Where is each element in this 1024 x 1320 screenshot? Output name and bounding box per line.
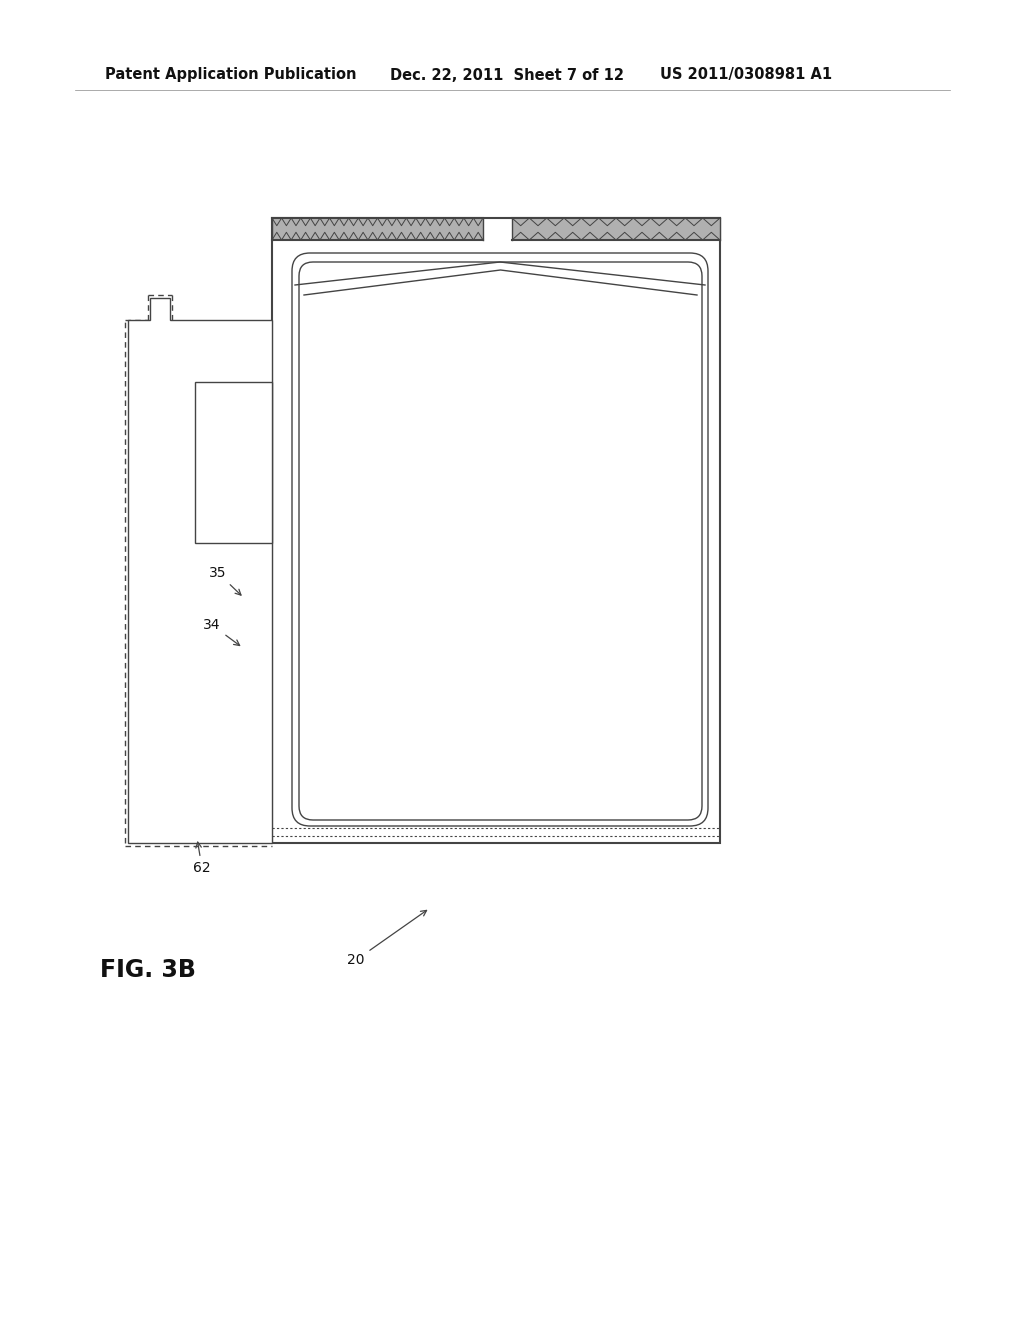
- Bar: [512, 218, 720, 240]
- Text: Patent Application Publication: Patent Application Publication: [105, 67, 356, 82]
- Bar: [272, 218, 720, 843]
- Text: 62: 62: [194, 842, 211, 875]
- Bar: [272, 218, 483, 240]
- Text: 35: 35: [209, 566, 241, 595]
- Text: 34: 34: [203, 618, 240, 645]
- Text: US 2011/0308981 A1: US 2011/0308981 A1: [660, 67, 833, 82]
- Text: 20: 20: [347, 911, 427, 968]
- Text: FIG. 3B: FIG. 3B: [100, 958, 196, 982]
- Bar: [195, 381, 272, 543]
- Text: Dec. 22, 2011  Sheet 7 of 12: Dec. 22, 2011 Sheet 7 of 12: [390, 67, 624, 82]
- Polygon shape: [128, 298, 272, 843]
